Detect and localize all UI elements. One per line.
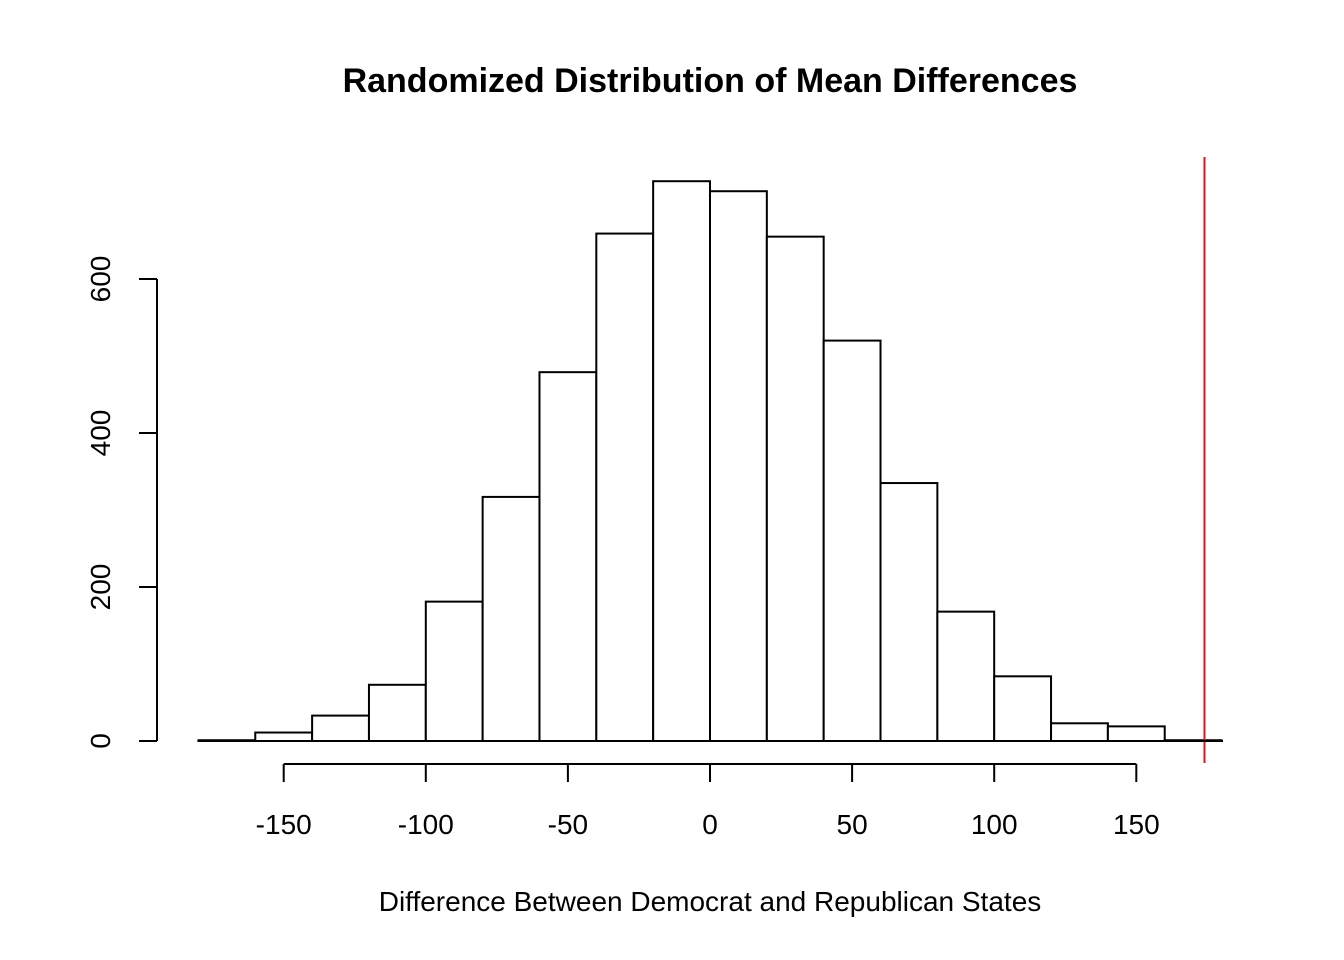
x-tick-label: 150	[1113, 809, 1160, 840]
histogram-bar	[1050, 722, 1109, 742]
histogram-bar	[652, 180, 711, 742]
x-axis: -150 -100 -50 0 50 100 150	[256, 763, 1160, 840]
histogram-bar	[595, 232, 655, 742]
histogram-bar	[424, 600, 484, 742]
y-tick-label: 200	[85, 564, 116, 611]
x-tick-label: 100	[971, 809, 1018, 840]
histogram-bar	[879, 482, 939, 742]
histogram-bar	[311, 714, 370, 743]
x-tick-label: 50	[837, 809, 868, 840]
y-tick-label: 0	[85, 733, 116, 749]
histogram-bar	[367, 683, 427, 742]
y-tick-label: 400	[85, 410, 116, 457]
y-axis: 0 200 400 600	[85, 256, 1223, 749]
histogram-bar	[765, 235, 825, 742]
y-tick-label: 600	[85, 256, 116, 303]
x-tick-label: 0	[702, 809, 718, 840]
x-tick-label: -150	[256, 809, 312, 840]
histogram-bars	[197, 180, 1223, 743]
x-tick-label: -100	[398, 809, 454, 840]
histogram-bar	[481, 495, 541, 742]
histogram-bar	[538, 371, 598, 742]
histogram-bar	[822, 339, 882, 742]
x-axis-label: Difference Between Democrat and Republic…	[379, 886, 1042, 917]
x-tick-label: -50	[548, 809, 588, 840]
histogram-bar	[1106, 725, 1166, 742]
histogram-bar	[936, 610, 996, 743]
chart-title: Randomized Distribution of Mean Differen…	[343, 62, 1078, 100]
histogram-bar	[993, 675, 1053, 743]
histogram-bar	[254, 731, 314, 743]
histogram-bar	[709, 190, 768, 743]
